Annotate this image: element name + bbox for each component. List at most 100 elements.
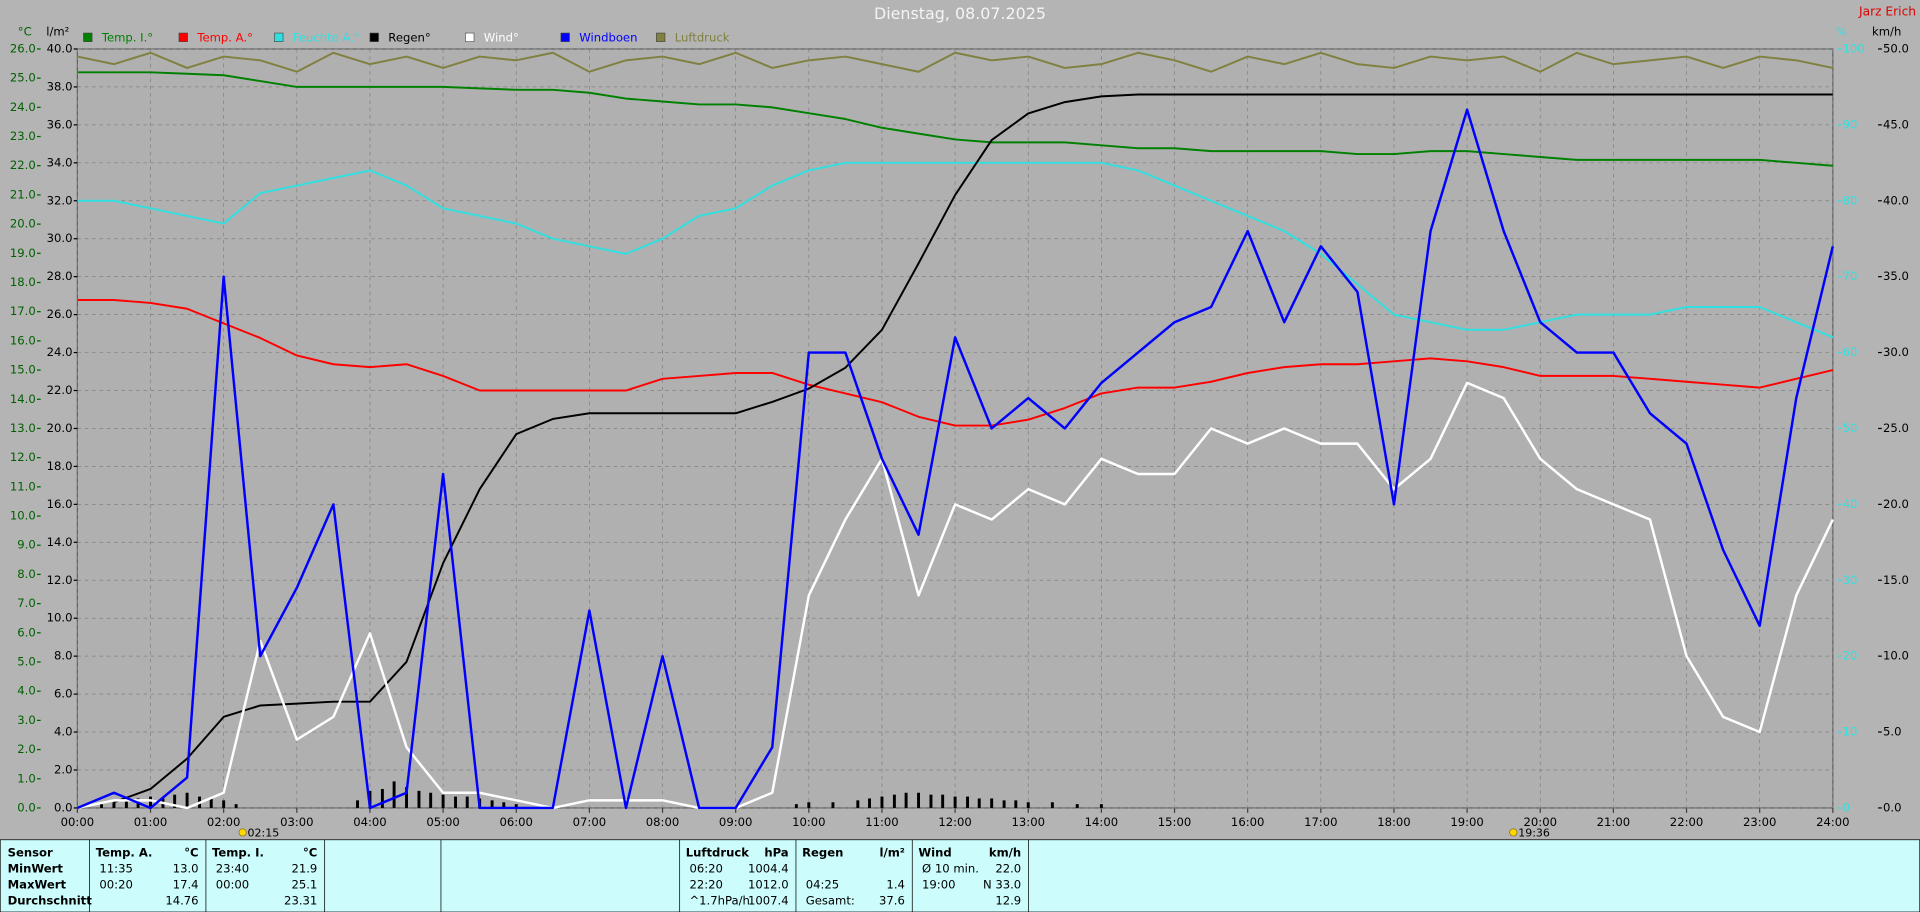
x-tick-label: 00:00 — [61, 815, 94, 829]
rain-bar — [807, 802, 811, 808]
y2-tick-label: 12.0 — [47, 573, 73, 587]
legend-swatch — [369, 32, 379, 42]
rain-bar — [977, 798, 981, 808]
series-line — [113, 93, 1833, 804]
cell-value: 1012.0 — [748, 878, 789, 892]
legend-label: Temp. A.° — [196, 30, 253, 44]
y2-tick-label: 6.0 — [54, 687, 72, 701]
x-tick-label: 05:00 — [426, 815, 459, 829]
rain-bar — [392, 781, 396, 808]
y-tick-label: 16.0 — [10, 333, 36, 347]
y-tick-label: 6.0 — [17, 625, 35, 639]
legend-label: Regen° — [388, 30, 430, 44]
rain-bar — [1014, 800, 1018, 808]
y-tick-label: 4.0 — [17, 684, 35, 698]
y2-tick-label: 18.0 — [47, 459, 73, 473]
cell-label: 00:20 — [99, 878, 132, 892]
cell-label: 19:00 — [922, 878, 955, 892]
legend-swatch — [274, 32, 284, 42]
y-tick-label: 23.0 — [10, 129, 36, 143]
rain-bar — [1002, 800, 1006, 808]
rain-bar — [124, 800, 128, 808]
y-tick-label: 21.0 — [10, 187, 36, 201]
x-tick-label: 01:00 — [134, 815, 167, 829]
y2-tick-label: 30.0 — [47, 231, 73, 245]
y3-tick-label: 10 — [1843, 725, 1858, 739]
cell-label: 06:20 — [689, 862, 722, 876]
group-name: Temp. A. — [96, 846, 153, 860]
rain-bar — [966, 796, 970, 808]
rain-bar — [405, 787, 408, 808]
cell-value: 13.0 — [173, 862, 199, 876]
x-tick-label: 13:00 — [1012, 815, 1045, 829]
y4-tick-label: 30.0 — [1883, 345, 1909, 359]
legend-swatch — [656, 32, 666, 42]
x-tick-label: 24:00 — [1816, 815, 1849, 829]
group-unit: °C — [303, 846, 317, 860]
legend-label: Temp. I.° — [101, 30, 153, 44]
sun-icon — [238, 828, 247, 837]
legend-label: Windboen — [579, 30, 637, 44]
y-tick-label: 14.0 — [10, 392, 36, 406]
y-tick-label: 13.0 — [10, 421, 36, 435]
rain-bar — [953, 796, 957, 808]
cell-value: 37.6 — [879, 893, 905, 907]
series-line — [77, 51, 1834, 73]
legend-label: Wind° — [484, 30, 519, 44]
rain-bar — [149, 796, 152, 808]
rain-bar — [929, 794, 933, 808]
x-tick-label: 20:00 — [1524, 815, 1557, 829]
y-tick-label: 17.0 — [10, 304, 36, 318]
y2-tick-label: 20.0 — [47, 421, 73, 435]
legend-swatch — [83, 32, 93, 42]
y2-tick-label: 8.0 — [54, 649, 72, 663]
y4-tick-label: 50.0 — [1883, 41, 1909, 55]
x-tick-label: 17:00 — [1304, 815, 1337, 829]
y-tick-label: 15.0 — [10, 363, 36, 377]
rain-bar — [880, 796, 884, 808]
rain-bar — [990, 798, 994, 808]
y4-tick-label: 45.0 — [1883, 117, 1909, 131]
cell-value: 21.9 — [291, 862, 317, 876]
y2-tick-label: 26.0 — [47, 307, 73, 321]
cell-value: 1007.4 — [748, 893, 789, 907]
y2-tick-label: 40.0 — [47, 41, 73, 55]
x-tick-label: 18:00 — [1377, 815, 1410, 829]
legend-swatch — [560, 32, 570, 42]
y-tick-label: 8.0 — [17, 567, 35, 581]
y-tick-label: 12.0 — [10, 450, 36, 464]
rain-bar — [1099, 804, 1103, 808]
y2-tick-label: 2.0 — [54, 762, 72, 776]
y3-tick-label: 70 — [1843, 269, 1858, 283]
group-unit: l/m² — [880, 846, 905, 860]
x-tick-label: 19:00 — [1450, 815, 1483, 829]
cell-label: 22:20 — [689, 878, 722, 892]
y-tick-label: 9.0 — [17, 538, 35, 552]
rain-bar — [490, 800, 494, 808]
y4-tick-label: 15.0 — [1883, 573, 1909, 587]
x-tick-label: 03:00 — [280, 815, 313, 829]
rain-bar — [100, 804, 103, 808]
cell-value: 25.1 — [291, 878, 317, 892]
y-tick-label: 3.0 — [17, 713, 35, 727]
y-tick-label: 18.0 — [10, 275, 36, 289]
y3-tick-label: 90 — [1843, 117, 1858, 131]
y-tick-label: 20.0 — [10, 217, 36, 231]
cell-value: N 33.0 — [983, 878, 1021, 892]
group-name: Wind — [918, 846, 951, 860]
y2-tick-label: 22.0 — [47, 383, 73, 397]
y2-tick-label: 4.0 — [54, 725, 72, 739]
y-tick-label: 2.0 — [17, 742, 35, 756]
group-name: Regen — [802, 846, 843, 860]
row-label: Durchschnitt — [8, 893, 93, 907]
x-tick-label: 23:00 — [1743, 815, 1776, 829]
y3-tick-label: 20 — [1843, 649, 1858, 663]
cell-label: 11:35 — [99, 862, 132, 876]
cell-value: 1004.4 — [748, 862, 789, 876]
y3-tick-label: 40 — [1843, 497, 1858, 511]
x-tick-label: 02:00 — [207, 815, 240, 829]
y-tick-label: 25.0 — [10, 71, 36, 85]
